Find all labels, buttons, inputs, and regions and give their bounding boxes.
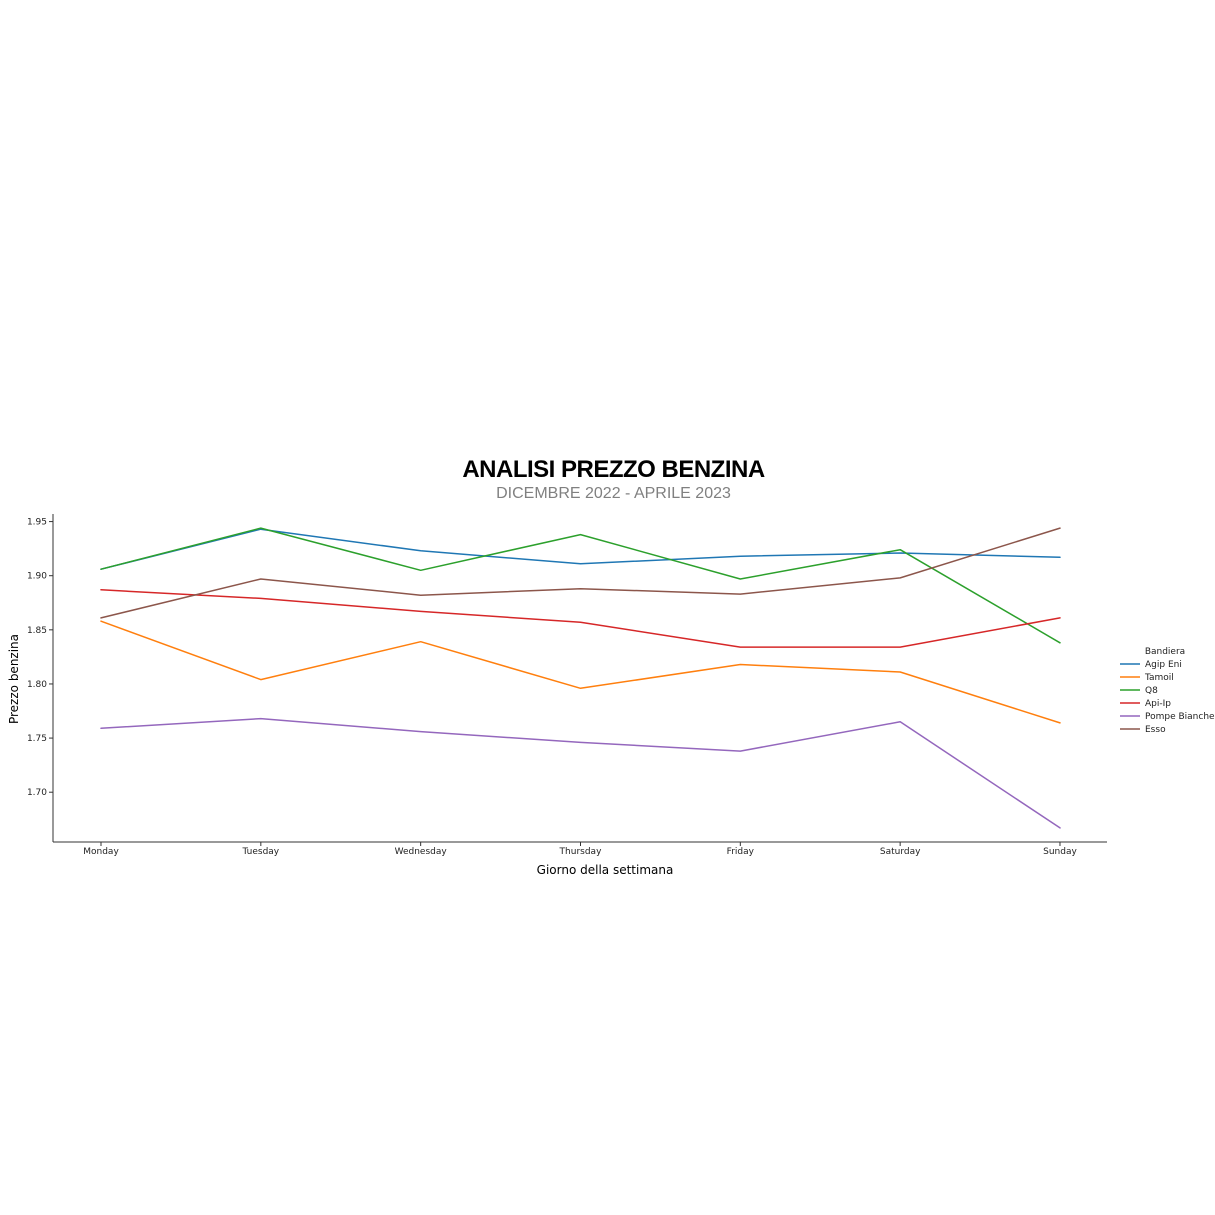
y-tick-label: 1.85: [27, 626, 47, 636]
x-tick-label: Friday: [727, 847, 755, 857]
series-line-q8: [100, 527, 1061, 644]
legend-label-tamoil: Tamoil: [1144, 673, 1174, 683]
y-tick-label: 1.75: [27, 734, 47, 744]
series-line-pompe-bianche: [100, 717, 1061, 829]
series-line-tamoil: [100, 620, 1061, 724]
y-tick-label: 1.95: [27, 518, 47, 528]
legend-label-agip-eni: Agip Eni: [1145, 660, 1182, 670]
legend-label-esso: Esso: [1145, 725, 1166, 735]
series-line-agip-eni: [100, 528, 1061, 570]
y-tick-label: 1.80: [27, 680, 47, 690]
chart-title: ANALISI PREZZO BENZINA: [462, 456, 765, 483]
axes: 1.70 1.75 1.80 1.85 1.90 1.95 Monday Tuesday Wed…: [27, 514, 1107, 857]
x-tick-label: Wednesday: [395, 847, 448, 857]
x-axis-label: Giorno della settimana: [537, 863, 674, 877]
legend: Bandiera Agip Eni Tamoil Q8 Api-Ip Pompe Bian…: [1120, 647, 1215, 735]
legend-label-pompe-bianche: Pompe Bianche: [1145, 712, 1215, 722]
y-tick-label: 1.70: [27, 788, 47, 798]
series-line-esso: [100, 527, 1061, 619]
x-tick-label: Sunday: [1043, 847, 1077, 857]
chart-subtitle: DICEMBRE 2022 - APRILE 2023: [496, 485, 731, 502]
x-tick-label: Saturday: [880, 847, 921, 857]
series-lines: [100, 527, 1061, 829]
y-tick-label: 1.90: [27, 572, 47, 582]
legend-label-api-ip: Api-Ip: [1145, 699, 1171, 709]
x-tick-label: Monday: [83, 847, 119, 857]
x-tick-label: Tuesday: [242, 847, 280, 857]
legend-label-q8: Q8: [1145, 686, 1158, 696]
y-axis-label: Prezzo benzina: [7, 634, 21, 724]
series-line-api-ip: [100, 589, 1061, 648]
x-tick-label: Thursday: [559, 847, 603, 857]
legend-title: Bandiera: [1145, 647, 1185, 657]
